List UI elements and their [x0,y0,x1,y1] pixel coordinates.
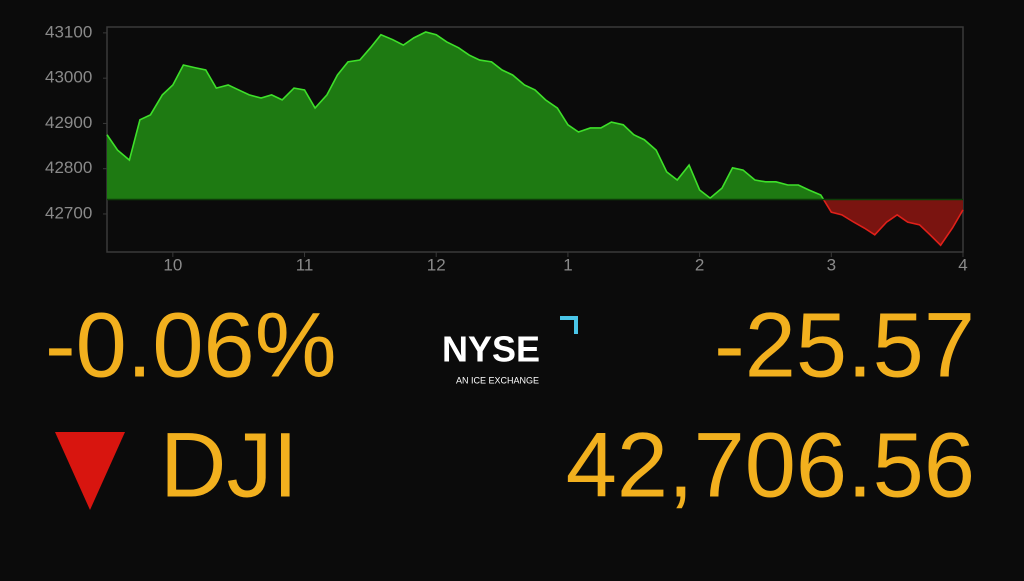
point-change: -25.57 [714,294,975,396]
y-tick-label: 43000 [45,68,92,87]
x-tick-label: 2 [695,255,704,274]
symbol: DJI [160,414,298,516]
price-line [106,31,825,200]
y-tick-label: 42800 [45,158,92,177]
y-tick-label: 43100 [45,22,92,41]
y-tick-label: 42700 [45,203,92,222]
x-tick-label: 12 [427,255,446,274]
down-arrow [55,432,125,510]
logo: NYSE AN ICE EXCHANGE [442,316,578,385]
x-tick-label: 11 [296,255,314,274]
x-tick-label: 4 [958,255,967,274]
logo-tagline: AN ICE EXCHANGE [456,375,539,385]
logo-name: NYSE [442,329,540,370]
y-tick-label: 42900 [45,113,92,132]
logo-bracket [560,316,578,334]
x-tick-label: 10 [163,255,182,274]
price: 42,706.56 [566,414,975,516]
area-fill [107,199,963,246]
area-fill [107,31,824,200]
x-tick-label: 1 [563,255,572,274]
percent-change: -0.06% [45,294,337,396]
x-tick-label: 3 [827,255,836,274]
